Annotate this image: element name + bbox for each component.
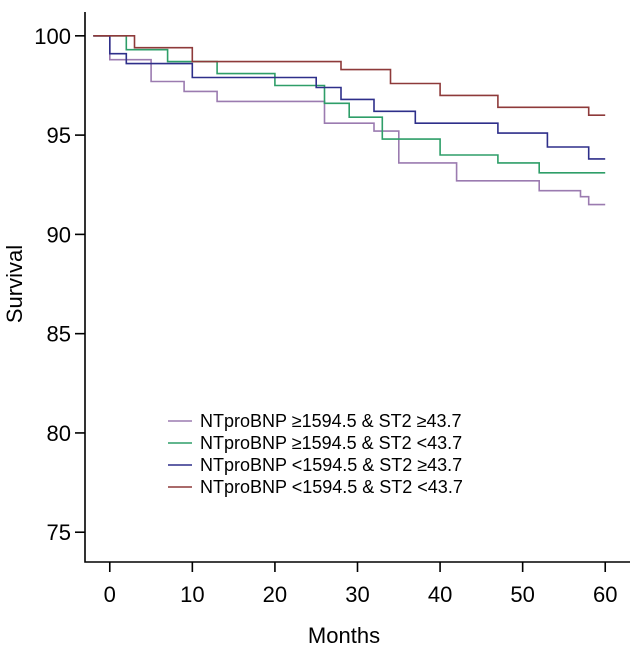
y-tick-label: 75 <box>47 520 71 545</box>
series-layer <box>93 35 606 206</box>
axis-frame <box>84 12 630 563</box>
y-tick-label: 80 <box>47 421 71 446</box>
series-line-2 <box>93 35 606 174</box>
x-tick-label: 50 <box>510 582 534 607</box>
y-axis-title: Survival <box>2 245 27 323</box>
legend-label-1: NTproBNP ≥1594.5 & ST2 ≥43.7 <box>200 411 462 431</box>
series-line-3 <box>93 35 606 160</box>
y-tick-label: 95 <box>47 123 71 148</box>
x-tick-label: 20 <box>263 582 287 607</box>
x-tick-label: 0 <box>104 582 116 607</box>
legend-label-2: NTproBNP ≥1594.5 & ST2 <43.7 <box>200 433 462 453</box>
x-tick-label: 10 <box>180 582 204 607</box>
legend-label-4: NTproBNP <1594.5 & ST2 <43.7 <box>200 477 463 497</box>
x-axis-title: Months <box>308 623 380 648</box>
series-line-4 <box>93 35 606 116</box>
x-tick-label: 40 <box>428 582 452 607</box>
x-tick-label: 30 <box>345 582 369 607</box>
legend-label-3: NTproBNP <1594.5 & ST2 ≥43.7 <box>200 455 462 475</box>
y-tick-label: 90 <box>47 222 71 247</box>
x-tick-label: 60 <box>593 582 617 607</box>
axes: 75 80 85 90 95 100 0 10 20 30 40 50 60 <box>34 12 630 607</box>
series-line-1 <box>93 35 606 206</box>
y-tick-label: 100 <box>34 24 71 49</box>
y-tick-label: 85 <box>47 322 71 347</box>
